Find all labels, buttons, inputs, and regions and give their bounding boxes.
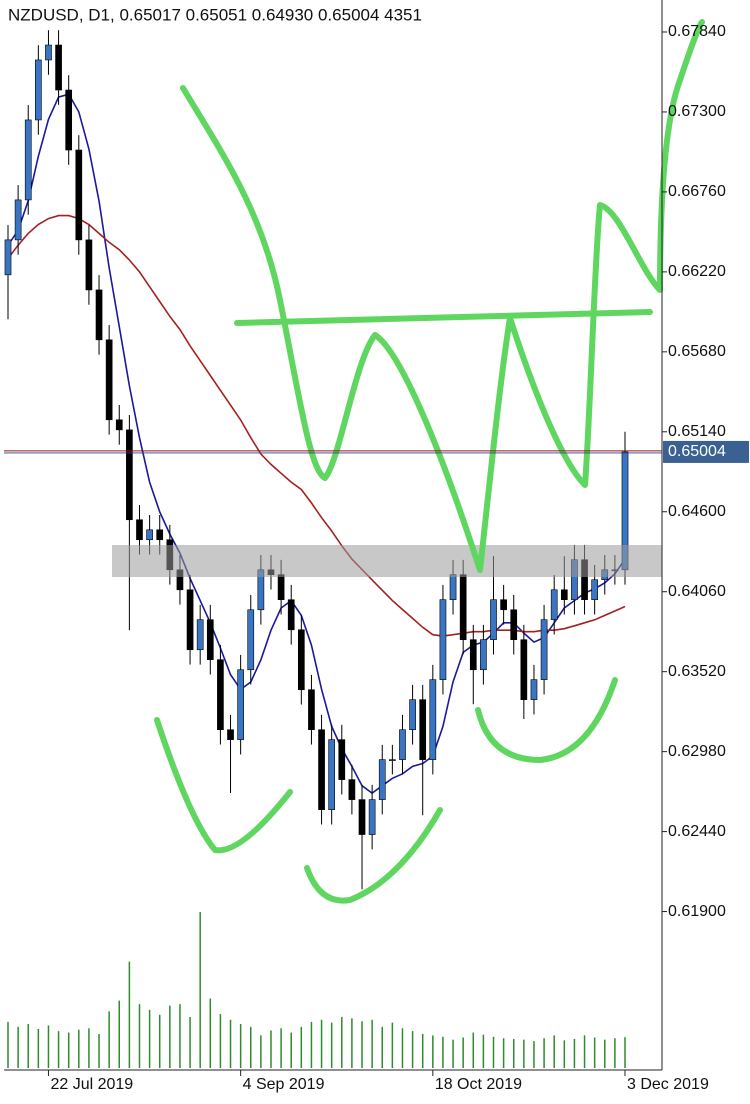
- candle-body: [297, 629, 305, 691]
- candle-body: [14, 199, 22, 241]
- candle-body: [206, 619, 214, 660]
- candle-body: [480, 639, 487, 671]
- y-tick-label: 0.62980: [668, 743, 726, 760]
- x-tick-label: 3 Dec 2019: [627, 1076, 709, 1093]
- y-tick-label: 0.67300: [668, 103, 726, 120]
- candle-body: [358, 799, 366, 835]
- candle-body: [530, 679, 538, 700]
- candle-body: [65, 89, 73, 151]
- x-tick-label: 4 Sep 2019: [243, 1076, 325, 1093]
- price-label-box: [663, 440, 749, 463]
- candle-body: [378, 759, 386, 800]
- candle-body: [146, 529, 153, 541]
- moving-average: [7, 214, 626, 637]
- y-tick-label: 0.64060: [668, 583, 726, 600]
- candle-body: [348, 779, 356, 800]
- y-tick-label: 0.66760: [668, 183, 726, 200]
- drawn-curve: [154, 717, 293, 854]
- candle-body: [136, 519, 143, 541]
- chart-title: NZDUSD, D1, 0.65017 0.65051 0.64930 0.65…: [8, 5, 422, 24]
- drawn-pattern: [180, 19, 705, 573]
- candle-body: [389, 759, 396, 761]
- candle-body: [156, 529, 164, 541]
- candle-body: [85, 239, 93, 291]
- candle-body: [247, 609, 255, 671]
- candle-body: [4, 239, 12, 276]
- y-tick-label: 0.65680: [668, 343, 726, 360]
- annotations: [154, 19, 705, 904]
- zone-rectangle: [112, 545, 662, 577]
- candle-body: [338, 739, 346, 780]
- candle-body: [186, 589, 194, 651]
- candle-body: [45, 44, 52, 61]
- candle-body: [287, 599, 295, 631]
- candle-body: [308, 689, 315, 731]
- candle-body: [277, 574, 285, 601]
- candle-body: [520, 639, 528, 700]
- candle-body: [469, 639, 477, 671]
- candle-body: [419, 699, 427, 760]
- candle-body: [126, 429, 133, 521]
- candle-body: [399, 729, 406, 760]
- candle-body: [95, 289, 103, 341]
- y-tick-label: 0.66220: [668, 263, 726, 280]
- candle-body: [217, 659, 224, 731]
- candle-body: [35, 59, 42, 121]
- candle-body: [500, 599, 507, 611]
- candle-body: [105, 339, 113, 421]
- candle-body: [75, 149, 83, 241]
- candle-body: [459, 574, 467, 640]
- candle-body: [591, 579, 598, 601]
- candle-body: [560, 589, 568, 601]
- y-tick-label: 0.63520: [668, 663, 726, 680]
- y-tick-label: 0.67840: [668, 23, 726, 40]
- candle-body: [237, 669, 244, 740]
- candle-body: [540, 619, 548, 680]
- candle-body: [490, 599, 497, 640]
- candle-body: [196, 619, 204, 651]
- y-tick-label: 0.64600: [668, 503, 726, 520]
- candle-body: [227, 729, 234, 740]
- candle-body: [328, 739, 336, 810]
- x-tick-label: 22 Jul 2019: [50, 1076, 133, 1093]
- candle-body: [409, 699, 416, 731]
- candle-body: [24, 119, 32, 201]
- x-tick-label: 18 Oct 2019: [435, 1076, 522, 1093]
- drawn-curve: [475, 677, 618, 763]
- candle-body: [368, 799, 376, 835]
- price-label: 0.65004: [668, 443, 726, 460]
- candle-body: [449, 574, 457, 601]
- candle-body: [55, 44, 62, 91]
- candle-body: [439, 599, 447, 680]
- y-tick-label: 0.65140: [668, 423, 726, 440]
- candle-body: [429, 679, 437, 760]
- y-tick-label: 0.62440: [668, 823, 726, 840]
- candle-body: [115, 419, 123, 431]
- candle-body: [318, 729, 325, 810]
- drawn-neckline: [234, 309, 653, 326]
- drawn-curve: [304, 807, 443, 904]
- candle-body: [510, 609, 518, 640]
- y-tick-label: 0.61900: [668, 903, 726, 920]
- candle-body: [550, 589, 558, 620]
